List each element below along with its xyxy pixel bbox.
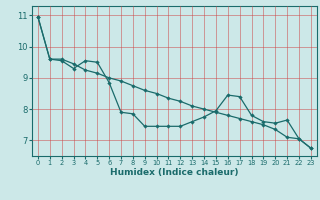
X-axis label: Humidex (Indice chaleur): Humidex (Indice chaleur) <box>110 168 239 177</box>
